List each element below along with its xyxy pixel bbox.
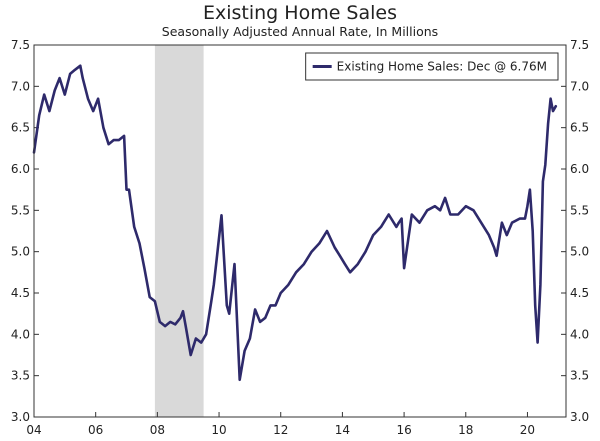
y-tick-label-left: 7.5 (11, 38, 30, 52)
y-tick-label-left: 4.5 (11, 286, 30, 300)
y-tick-label-right: 6.0 (570, 162, 589, 176)
y-tick-label-right: 7.5 (570, 38, 589, 52)
y-tick-label-right: 3.0 (570, 410, 589, 424)
y-tick-label-right: 7.0 (570, 79, 589, 93)
x-tick-label: 12 (273, 423, 288, 437)
x-tick-label: 10 (211, 423, 226, 437)
y-tick-label-left: 7.0 (11, 79, 30, 93)
y-tick-label-right: 6.5 (570, 121, 589, 135)
x-tick-label: 08 (150, 423, 165, 437)
y-tick-label-right: 3.5 (570, 369, 589, 383)
y-tick-label-right: 4.0 (570, 327, 589, 341)
x-tick-label: 18 (458, 423, 473, 437)
x-tick-label: 06 (88, 423, 103, 437)
y-tick-label-right: 5.0 (570, 245, 589, 259)
y-tick-label-left: 6.0 (11, 162, 30, 176)
legend: Existing Home Sales: Dec @ 6.76M (305, 52, 559, 81)
axis-layer: 3.0 3.0 3.5 3.5 4.0 4.0 4.5 4.5 5.0 5.0 5.5 5.5 6.0 6… (11, 38, 589, 437)
legend-label: Existing Home Sales: Dec @ 6.76M (337, 60, 547, 74)
legend-box (305, 52, 559, 81)
chart-title: Existing Home Sales (203, 2, 397, 24)
x-tick-label: 04 (26, 423, 41, 437)
y-tick-label-right: 5.5 (570, 203, 589, 217)
series-layer (32, 64, 558, 382)
plot-frame (33, 44, 567, 418)
y-tick-label-left: 3.0 (11, 410, 30, 424)
x-tick-label: 14 (335, 423, 350, 437)
y-tick-label-left: 4.0 (11, 327, 30, 341)
y-tick-label-left: 5.0 (11, 245, 30, 259)
recession-band-layer (154, 45, 204, 417)
chart-subtitle: Seasonally Adjusted Annual Rate, In Mill… (162, 24, 438, 39)
y-tick-label-left: 3.5 (11, 369, 30, 383)
x-tick-label: 16 (396, 423, 411, 437)
y-tick-label-left: 6.5 (11, 121, 30, 135)
recession-band (154, 45, 204, 417)
y-tick-label-right: 4.5 (570, 286, 589, 300)
y-tick-label-left: 5.5 (11, 203, 30, 217)
series-line-existing-home-sales (32, 64, 558, 382)
x-tick-label: 20 (520, 423, 535, 437)
